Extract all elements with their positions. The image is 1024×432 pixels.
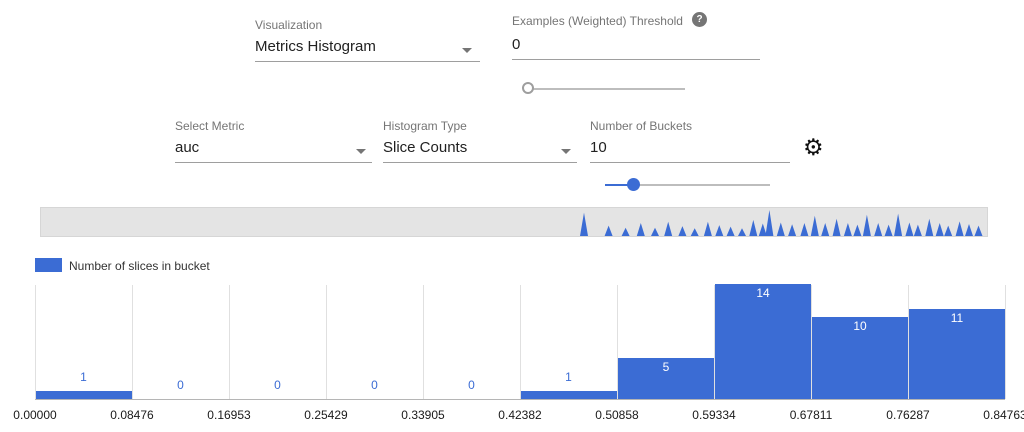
x-axis-tick-label: 0.08476 bbox=[110, 408, 154, 422]
x-axis-tick-label: 0.16953 bbox=[207, 408, 251, 422]
histogram-bar-6[interactable]: 5 bbox=[618, 357, 714, 399]
settings-gear-icon[interactable]: ⚙ bbox=[803, 134, 824, 160]
select-metric-dropdown[interactable]: auc bbox=[175, 139, 372, 163]
bar-value-label: 1 bbox=[80, 369, 87, 384]
x-axis-tick-label: 0.50858 bbox=[595, 408, 639, 422]
x-axis-tick-label: 0.67811 bbox=[789, 408, 833, 422]
histogram-bar-9[interactable]: 11 bbox=[909, 308, 1005, 399]
threshold-value: 0 bbox=[512, 36, 521, 53]
chevron-down-icon[interactable] bbox=[561, 149, 571, 154]
histogram-bar-7[interactable]: 14 bbox=[715, 284, 811, 399]
bar-value-label: 5 bbox=[662, 359, 670, 374]
chart-gridline bbox=[617, 285, 618, 399]
overview-brush-strip[interactable] bbox=[40, 207, 988, 237]
legend-color-swatch bbox=[35, 258, 62, 272]
num-buckets-value: 10 bbox=[590, 139, 607, 156]
x-axis-tick-label: 0.59334 bbox=[692, 408, 736, 422]
threshold-label: Examples (Weighted) Threshold bbox=[512, 14, 683, 28]
histogram-type-value: Slice Counts bbox=[383, 139, 468, 156]
chevron-down-icon[interactable] bbox=[462, 48, 472, 53]
chart-gridline bbox=[520, 285, 521, 399]
x-axis-tick-label: 0.84763 bbox=[983, 408, 1024, 422]
select-metric-value: auc bbox=[175, 139, 200, 156]
visualization-value: Metrics Histogram bbox=[255, 38, 376, 55]
slice-counts-histogram: 1 0 0 0 0 1 5 14 10 11 0.00000 0.08476 0.16953 0.2542… bbox=[13, 284, 1024, 422]
bar-value-label: 10 bbox=[853, 318, 867, 333]
histogram-type-dropdown[interactable]: Slice Counts bbox=[383, 139, 577, 163]
visualization-label: Visualization bbox=[255, 18, 323, 32]
minimap-spikes bbox=[580, 210, 983, 236]
histogram-bar-5[interactable] bbox=[521, 390, 617, 399]
num-buckets-input[interactable]: 10 bbox=[590, 139, 790, 163]
chart-gridline bbox=[326, 285, 327, 399]
x-axis-tick-label: 0.25429 bbox=[304, 408, 348, 422]
legend-label: Number of slices in bucket bbox=[69, 259, 210, 273]
histogram-type-label: Histogram Type bbox=[383, 119, 467, 133]
chart-gridline bbox=[1005, 285, 1006, 399]
bar-value-label: 0 bbox=[371, 378, 378, 392]
chart-gridline bbox=[908, 285, 909, 399]
threshold-slider-track[interactable] bbox=[525, 88, 685, 90]
bar-value-label: 0 bbox=[274, 378, 281, 392]
bar-value-label: 0 bbox=[468, 378, 475, 392]
bar-value-label: 1 bbox=[565, 369, 572, 384]
chart-gridline bbox=[714, 285, 715, 399]
chart-gridline bbox=[811, 285, 812, 399]
x-axis-tick-label: 0.33905 bbox=[401, 408, 445, 422]
buckets-slider-track[interactable] bbox=[605, 184, 770, 186]
histogram-bar-0[interactable] bbox=[36, 390, 132, 399]
x-axis-tick-label: 0.76287 bbox=[886, 408, 930, 422]
chart-gridline bbox=[35, 285, 36, 399]
bar-value-label: 14 bbox=[756, 286, 770, 300]
chart-gridline bbox=[132, 285, 133, 399]
chart-gridline bbox=[423, 285, 424, 399]
num-buckets-label: Number of Buckets bbox=[590, 119, 693, 133]
threshold-input[interactable]: 0 bbox=[512, 36, 760, 60]
select-metric-label: Select Metric bbox=[175, 119, 245, 133]
buckets-slider-fill bbox=[605, 184, 633, 186]
bar-value-label: 0 bbox=[177, 378, 184, 392]
buckets-slider-handle[interactable] bbox=[627, 178, 640, 191]
help-icon[interactable]: ? bbox=[692, 12, 707, 27]
chart-gridline bbox=[229, 285, 230, 399]
x-axis-tick-label: 0.00000 bbox=[13, 408, 57, 422]
threshold-slider-handle[interactable] bbox=[522, 82, 534, 94]
visualization-dropdown[interactable]: Metrics Histogram bbox=[255, 38, 480, 62]
chevron-down-icon[interactable] bbox=[356, 149, 366, 154]
histogram-bar-8[interactable]: 10 bbox=[812, 316, 908, 399]
x-axis-tick-label: 0.42382 bbox=[498, 408, 542, 422]
bar-value-label: 11 bbox=[950, 310, 964, 325]
